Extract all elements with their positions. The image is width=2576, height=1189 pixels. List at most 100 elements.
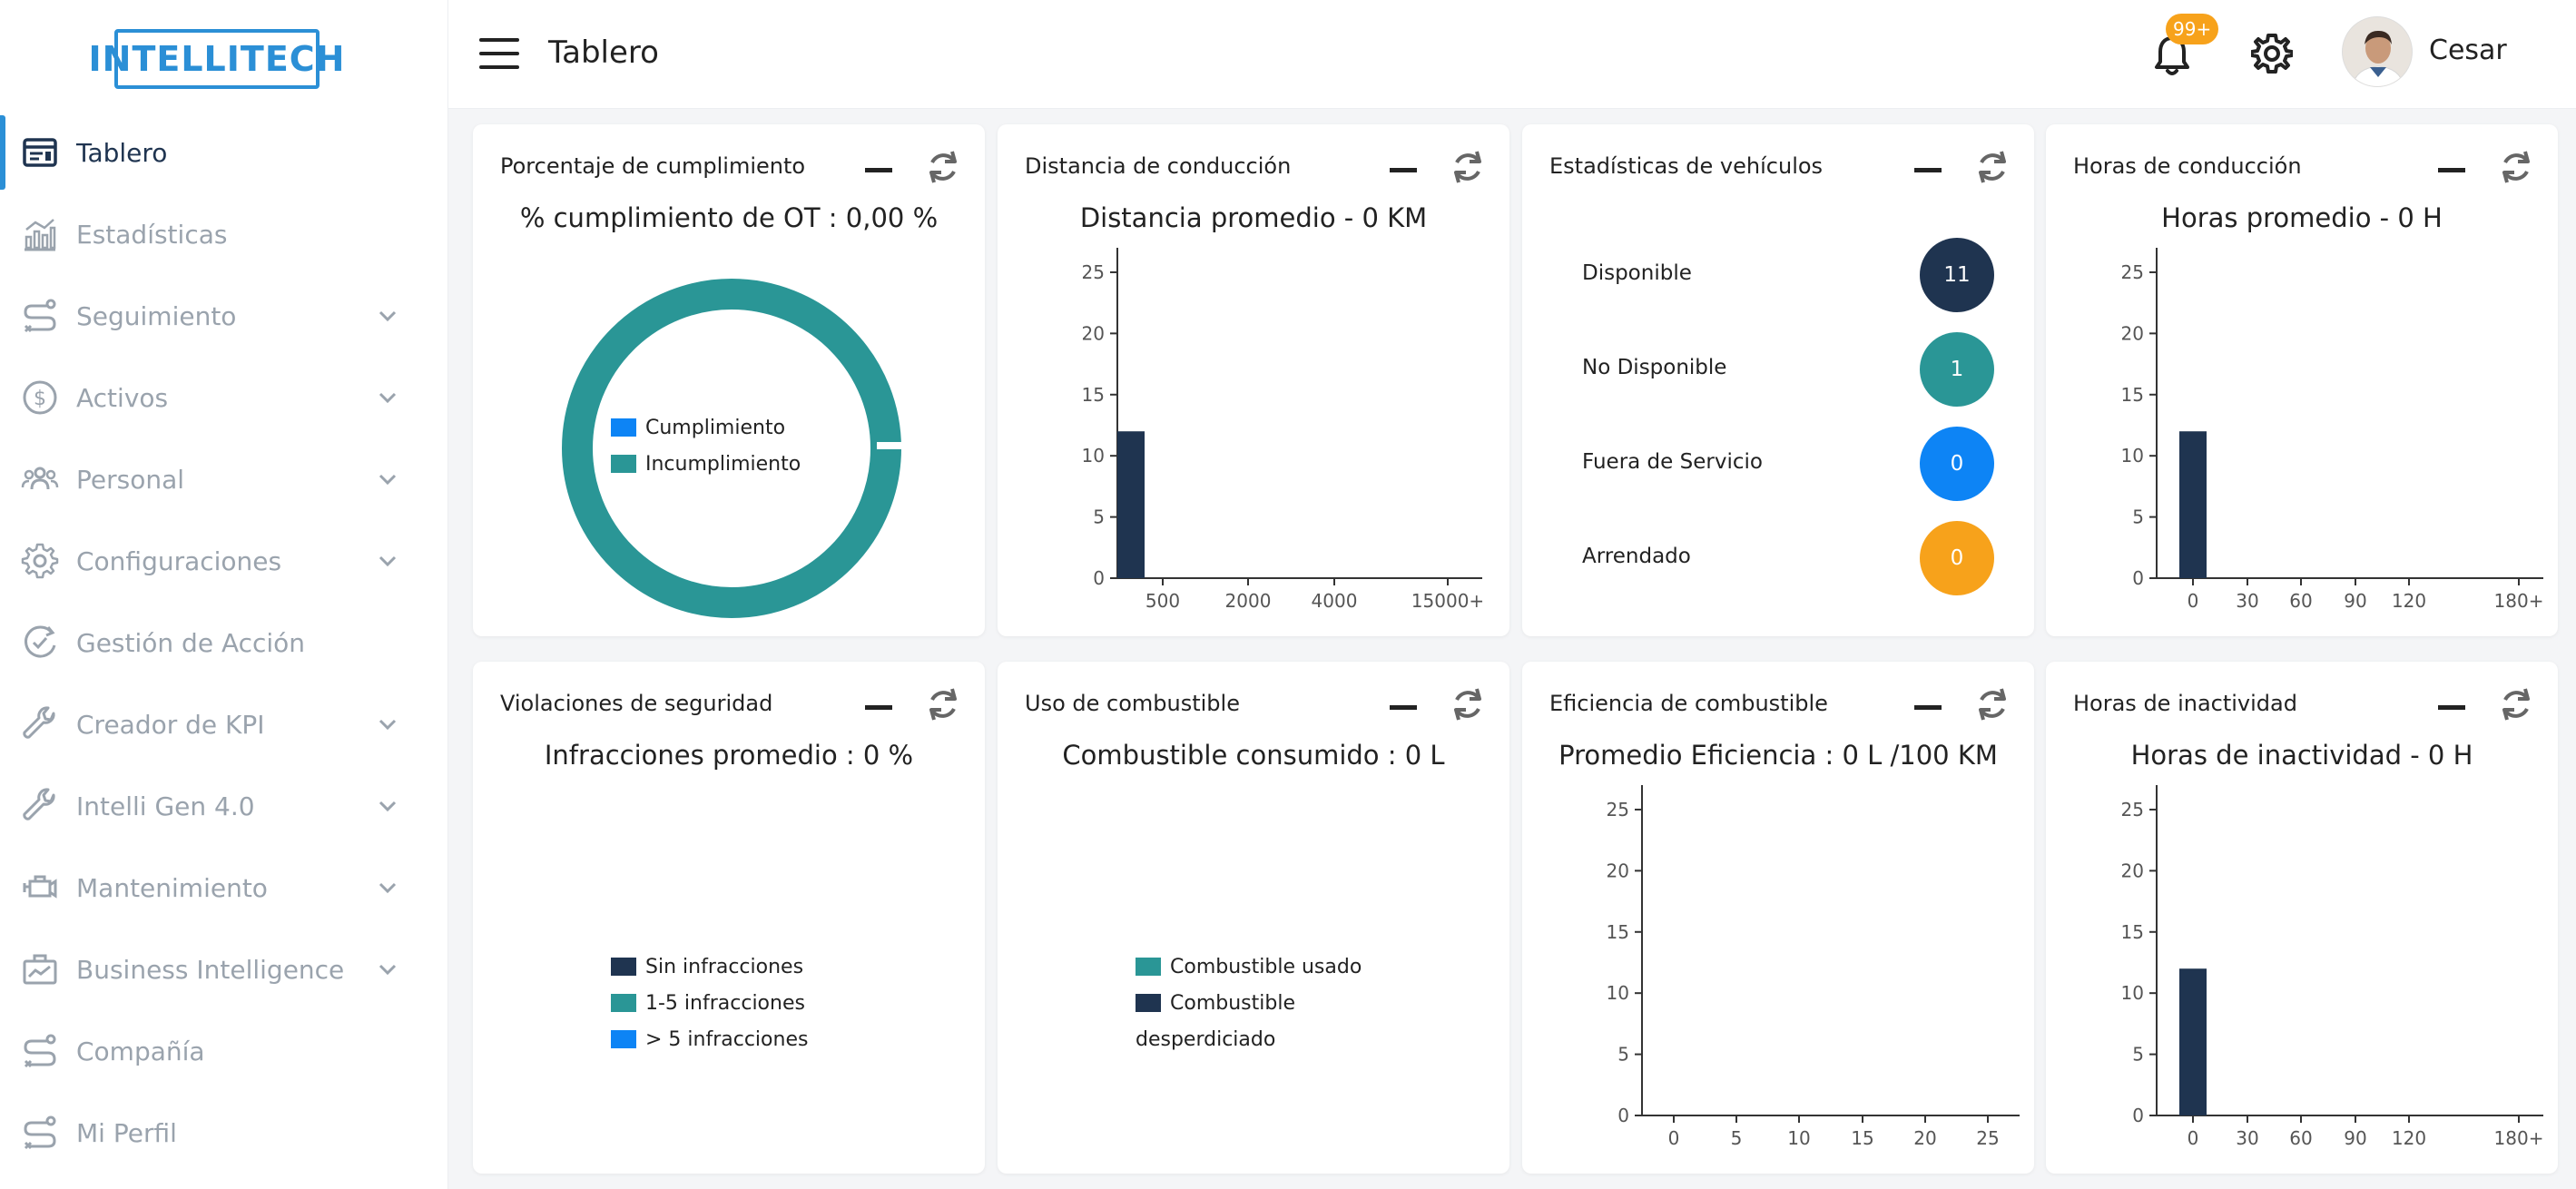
idle-hours-card: Horas de inactividad Horas de inactivida… [2046,662,2558,1174]
minimize-icon[interactable] [865,705,892,710]
legend-item[interactable]: Incumplimiento [611,446,801,482]
legend-label: 1-5 infracciones [645,991,805,1015]
chevron-down-icon[interactable] [376,712,399,736]
x-tick-label: 180+ [2494,590,2544,612]
legend-item[interactable]: Combustible usado [1136,948,1362,985]
y-tick-label: 0 [1617,1105,1629,1126]
stat-row-arrendado[interactable]: Arrendado 0 [1522,519,2034,595]
x-tick-label: 30 [2236,590,2258,612]
bar[interactable] [1117,431,1145,578]
x-tick-label: 20 [1913,1127,1936,1149]
minimize-icon[interactable] [2438,168,2465,172]
sidebar-item-estadísticas[interactable]: Estadísticas [0,193,448,275]
legend-swatch [611,455,636,473]
x-tick-label: 180+ [2494,1127,2544,1149]
y-tick-label: 5 [1617,1044,1629,1066]
bar-chart-svg: 0 5 10 15 20 25 500 2000 4000 15000+ [1082,248,1484,612]
sidebar-item-personal[interactable]: Personal [0,438,448,520]
y-tick-label: 0 [2132,567,2144,589]
card-title: Estadísticas de vehículos [1549,153,1824,179]
page-title: Tablero [548,34,659,71]
user-avatar[interactable] [2342,16,2413,87]
chevron-down-icon[interactable] [376,304,399,328]
chevron-down-icon[interactable] [376,876,399,899]
sidebar-item-label: Configuraciones [76,545,282,576]
sidebar-item-label: Intelli Gen 4.0 [76,791,255,821]
menu-toggle-icon[interactable] [479,38,519,69]
sidebar-item-label: Estadísticas [76,219,228,250]
safety-legend: Sin infracciones 1-5 infracciones > 5 in… [611,948,808,1057]
chevron-down-icon[interactable] [376,794,399,818]
refresh-icon[interactable] [1974,685,2011,723]
chevron-down-icon[interactable] [376,549,399,573]
x-tick-label: 4000 [1312,590,1358,612]
sidebar-item-creador-de-kpi[interactable]: Creador de KPI [0,683,448,765]
compliance-donut-chart [562,279,909,618]
legend-item[interactable]: Combustible [1136,985,1362,1021]
refresh-icon[interactable] [2498,685,2534,723]
refresh-icon[interactable] [925,148,961,186]
sidebar-item-mi-perfil[interactable]: Mi Perfil [0,1092,448,1174]
stat-row-fuera-de-servicio[interactable]: Fuera de Servicio 0 [1522,425,2034,501]
legend-item[interactable]: > 5 infracciones [611,1021,808,1057]
stat-row-no-disponible[interactable]: No Disponible 1 [1522,330,2034,407]
vehicle-stats-card: Estadísticas de vehículos Disponible 11 … [1522,124,2034,636]
minimize-icon[interactable] [1914,168,1942,172]
legend-swatch [611,958,636,976]
chevron-down-icon[interactable] [376,958,399,981]
sidebar-item-business-intelligence[interactable]: Business Intelligence [0,929,448,1010]
y-tick-label: 20 [1607,860,1629,881]
stat-row-disponible[interactable]: Disponible 11 [1522,236,2034,312]
wrench-icon [20,704,60,744]
y-tick-label: 20 [2121,322,2144,344]
card-title: Horas de conducción [2073,153,2302,179]
refresh-icon[interactable] [1974,148,2011,186]
card-subtitle: Horas promedio - 0 H [2161,202,2443,233]
minimize-icon[interactable] [1914,705,1942,710]
sidebar-item-intelli-gen-4-0[interactable]: Intelli Gen 4.0 [0,765,448,847]
refresh-icon[interactable] [2498,148,2534,186]
sidebar-item-seguimiento[interactable]: Seguimiento [0,275,448,357]
y-tick-label: 15 [2121,384,2144,406]
legend-label: Combustible usado [1170,955,1362,978]
legend-item[interactable]: 1-5 infracciones [611,985,808,1021]
bar[interactable] [2179,431,2207,578]
stat-label: Fuera de Servicio [1582,450,1763,474]
people-icon [20,459,60,499]
y-tick-label: 15 [1607,921,1629,943]
settings-gear-icon[interactable] [2251,33,2293,74]
fuel-efficiency-card: Eficiencia de combustible Promedio Efici… [1522,662,2034,1174]
stat-count-badge: 0 [1920,521,1994,595]
bar[interactable] [2179,968,2207,1115]
legend-swatch [1136,958,1161,976]
legend-item[interactable]: Sin infracciones [611,948,808,985]
sidebar-item-compañía[interactable]: Compañía [0,1010,448,1092]
sidebar-item-mantenimiento[interactable]: Mantenimiento [0,847,448,929]
refresh-icon[interactable] [925,685,961,723]
chevron-down-icon[interactable] [376,467,399,491]
minimize-icon[interactable] [2438,705,2465,710]
minimize-icon[interactable] [1390,705,1417,710]
legend-label: desperdiciado [1136,1027,1276,1051]
legend-swatch [611,1030,636,1048]
y-tick-label: 25 [2121,261,2144,283]
intellitech-logo[interactable]: INTELLITECH [89,29,344,89]
sidebar-item-gestión-de-acción[interactable]: Gestión de Acción [0,602,448,683]
chevron-down-icon[interactable] [376,386,399,409]
legend-item[interactable]: Cumplimiento [611,409,801,446]
sidebar-item-configuraciones[interactable]: Configuraciones [0,520,448,602]
minimize-icon[interactable] [1390,168,1417,172]
refresh-icon[interactable] [1450,148,1486,186]
minimize-icon[interactable] [865,168,892,172]
refresh-icon[interactable] [1450,685,1486,723]
user-name[interactable]: Cesar [2429,34,2507,66]
card-subtitle: Promedio Eficiencia : 0 L /100 KM [1558,740,1998,771]
sidebar-item-label: Seguimiento [76,300,237,331]
sidebar-item-activos[interactable]: $ Activos [0,357,448,438]
compliance-card: Porcentaje de cumplimiento % cumplimient… [473,124,985,636]
x-tick-label: 0 [2188,1127,2199,1149]
card-subtitle: Infracciones promedio : 0 % [544,740,914,771]
sidebar-item-tablero[interactable]: Tablero [0,112,448,193]
compliance-legend: Cumplimiento Incumplimiento [611,409,801,482]
route-icon [20,1031,60,1071]
